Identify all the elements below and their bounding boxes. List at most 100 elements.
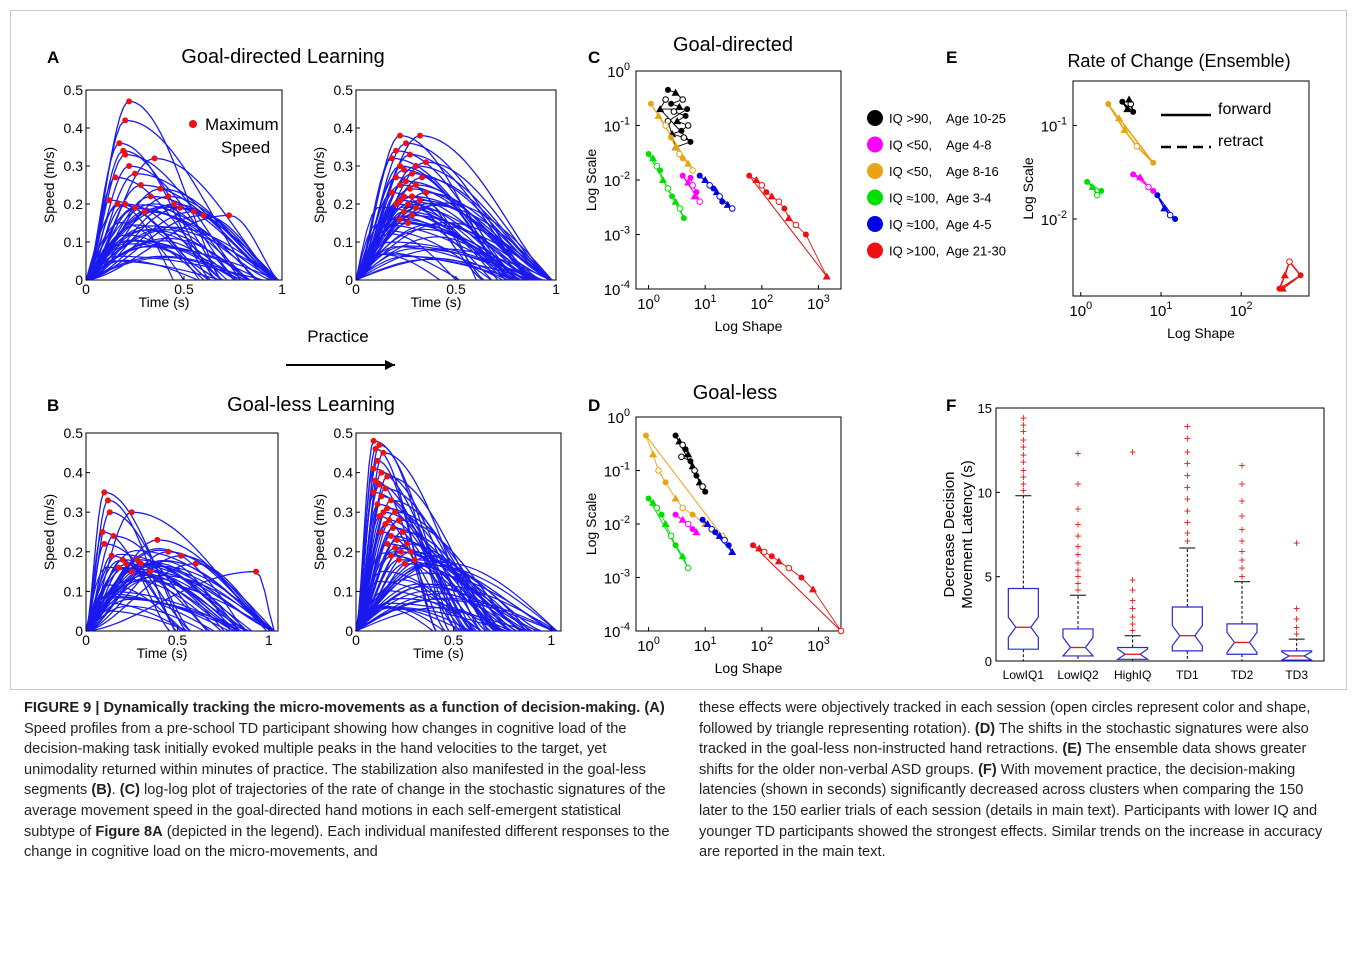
outlier: + bbox=[1020, 484, 1027, 498]
outlier: + bbox=[1129, 602, 1136, 616]
data-point bbox=[808, 585, 817, 593]
peak-marker bbox=[417, 132, 423, 139]
outlier: + bbox=[1293, 536, 1300, 550]
peak-marker bbox=[397, 548, 404, 555]
data-point bbox=[673, 117, 682, 125]
outlier: + bbox=[1238, 534, 1245, 548]
data-point bbox=[784, 214, 793, 222]
tick-label: 1 bbox=[547, 632, 555, 648]
data-point bbox=[1093, 191, 1101, 199]
tick-label: 0.5 bbox=[64, 82, 84, 98]
caption-segment: these effects were objectively tracked i… bbox=[699, 700, 1311, 737]
peak-marker bbox=[378, 529, 385, 535]
speed-curve bbox=[85, 602, 187, 632]
data-point bbox=[763, 189, 770, 196]
x-axis-label: Log Shape bbox=[715, 660, 783, 676]
panel-letter-e: E bbox=[946, 48, 957, 67]
practice-arrowhead bbox=[385, 360, 395, 370]
speed-curve bbox=[355, 233, 457, 281]
y-axis-label: Log Scale bbox=[583, 149, 599, 211]
peak-marker bbox=[399, 529, 406, 535]
speed-curve bbox=[85, 605, 205, 632]
caption-segment: The ensemble data shows greater shifts f… bbox=[699, 741, 1307, 778]
series bbox=[750, 542, 845, 635]
data-point bbox=[746, 172, 753, 179]
data-point bbox=[684, 122, 692, 129]
data-point bbox=[659, 176, 668, 183]
outlier: + bbox=[1020, 418, 1027, 432]
caption-segment: Speed profiles from a pre-school TD part… bbox=[24, 720, 646, 799]
data-point bbox=[715, 531, 724, 539]
speed-curve bbox=[355, 452, 482, 632]
tick-label: 0.2 bbox=[64, 544, 84, 560]
peak-marker bbox=[151, 155, 158, 162]
speed-curve bbox=[355, 253, 441, 281]
data-point bbox=[1154, 192, 1161, 199]
speed-curve bbox=[355, 570, 477, 632]
tick-label: 10-4 bbox=[604, 279, 630, 299]
data-point bbox=[679, 96, 686, 103]
tick-label: 0.1 bbox=[334, 234, 354, 250]
axes-frame bbox=[635, 70, 842, 290]
speed-curve bbox=[355, 608, 471, 632]
speed-curve bbox=[355, 204, 553, 281]
data-point bbox=[687, 458, 694, 465]
speed-curve bbox=[355, 246, 513, 281]
data-point bbox=[719, 198, 726, 205]
axes-frame bbox=[85, 432, 279, 632]
data-point bbox=[1160, 204, 1169, 212]
figure-frame: A Goal-directed Learning B Goal-less Lea… bbox=[10, 10, 1347, 690]
peak-marker bbox=[394, 536, 400, 543]
legend-iq: IQ ≈100, bbox=[889, 191, 939, 206]
data-point bbox=[649, 498, 658, 506]
peak-marker bbox=[116, 140, 123, 147]
iq-age-legend: IQ >90, Age 10-25 IQ <50, Age 4-8 IQ <50, Age… bbox=[867, 110, 1006, 259]
data-point bbox=[689, 511, 696, 518]
speed-curve bbox=[85, 597, 248, 632]
speed-curve bbox=[355, 583, 523, 632]
tick-label: 10-1 bbox=[1041, 116, 1067, 136]
speed-curve bbox=[355, 555, 487, 632]
peak-marker bbox=[122, 117, 129, 124]
peak-marker bbox=[376, 481, 383, 488]
tick-label: 10-2 bbox=[604, 514, 630, 534]
data-point bbox=[684, 564, 692, 572]
speed-plot-b-left: 0 0.1 0.2 0.3 0.4 0.5 0 0.5 1 Time (s) Speed (m/s) bbox=[41, 425, 279, 661]
outlier: + bbox=[1293, 627, 1300, 641]
speed-curve bbox=[85, 224, 200, 281]
data-point bbox=[655, 467, 662, 474]
data-point bbox=[678, 552, 687, 560]
speed-curve bbox=[355, 572, 552, 632]
tick-label: 1 bbox=[552, 281, 560, 297]
peak-marker bbox=[419, 174, 425, 181]
panel-letter-b: B bbox=[47, 396, 59, 415]
tick-label: 0.5 bbox=[64, 425, 84, 441]
outlier: + bbox=[1074, 539, 1081, 553]
legend-iq: IQ <50, bbox=[889, 138, 932, 153]
tick-label: 0.4 bbox=[334, 120, 354, 136]
peak-marker bbox=[395, 517, 402, 524]
data-point bbox=[721, 536, 728, 544]
data-point bbox=[668, 100, 675, 107]
peak-marker bbox=[407, 151, 413, 158]
data-point bbox=[672, 542, 679, 549]
peak-marker bbox=[413, 204, 419, 211]
speed-curve bbox=[355, 519, 469, 632]
data-point bbox=[1145, 183, 1152, 191]
annotation-line-1: Maximum bbox=[205, 115, 279, 134]
series bbox=[1105, 101, 1157, 166]
speed-curve bbox=[355, 248, 537, 281]
data-point bbox=[678, 515, 687, 523]
speed-curve bbox=[85, 228, 248, 281]
data-point bbox=[662, 122, 669, 129]
peak-marker bbox=[134, 556, 141, 563]
speed-curve bbox=[85, 226, 279, 281]
speed-curve bbox=[85, 221, 185, 281]
speed-curve bbox=[355, 606, 498, 632]
legend-iq: IQ <50, bbox=[889, 164, 932, 179]
series bbox=[696, 172, 736, 212]
data-point bbox=[684, 159, 693, 167]
data-point bbox=[668, 134, 675, 141]
speed-plot-a-left: 0 0.1 0.2 0.3 0.4 0.5 0 0.5 1 Time (s) Speed (m/s) bbox=[41, 82, 286, 310]
speed-curve bbox=[355, 597, 556, 632]
